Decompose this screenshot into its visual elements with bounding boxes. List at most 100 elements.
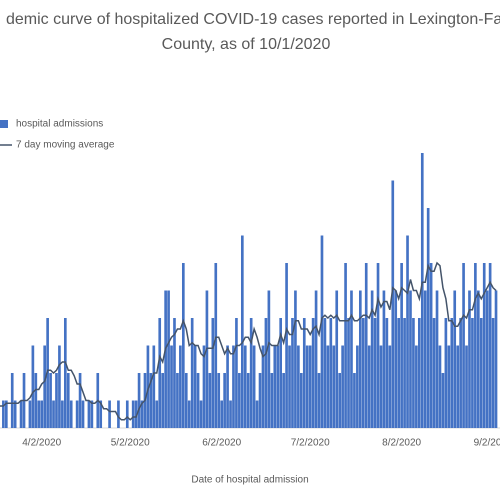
bar (158, 318, 162, 428)
bar (193, 345, 197, 428)
bar (385, 318, 389, 428)
bar (491, 318, 495, 428)
legend-swatch (0, 120, 8, 128)
bar (400, 263, 403, 428)
bar (273, 345, 277, 428)
bar (164, 290, 167, 428)
bar (302, 318, 306, 428)
bar (52, 400, 55, 428)
bar (373, 318, 377, 428)
bar (173, 318, 176, 428)
bar (341, 345, 344, 428)
bar (161, 373, 165, 428)
bar (78, 373, 82, 428)
bar (202, 345, 206, 428)
x-tick-label: 4/2/2020 (22, 438, 61, 449)
bar (199, 400, 203, 428)
bar (358, 290, 362, 428)
bar (155, 400, 159, 428)
bar (332, 345, 336, 428)
bar (37, 400, 41, 428)
bar (488, 263, 492, 428)
bar (28, 400, 32, 428)
x-tick-label: 6/2/2020 (202, 438, 241, 449)
bar (279, 318, 283, 428)
bar (311, 318, 315, 428)
x-axis-label: Date of hospital admission (191, 475, 308, 486)
bar (423, 290, 427, 428)
bar (406, 235, 409, 428)
bar (181, 263, 185, 428)
moving-average-line (0, 261, 497, 421)
bar (140, 400, 144, 428)
bar (190, 318, 194, 428)
bar (338, 373, 342, 428)
bar (364, 263, 368, 428)
bar (184, 373, 188, 428)
bar (412, 318, 415, 428)
bar (347, 318, 350, 428)
bar (49, 373, 52, 428)
bar (388, 345, 392, 428)
bar (297, 345, 300, 428)
bar (270, 373, 274, 428)
bar (179, 345, 182, 428)
bar (361, 318, 365, 428)
bar (482, 263, 486, 428)
bar (267, 290, 271, 428)
bar (238, 373, 241, 428)
bar (370, 290, 374, 428)
bar (415, 345, 418, 428)
bar (63, 318, 67, 428)
bar (305, 345, 309, 428)
bar (131, 400, 135, 428)
bar (125, 400, 129, 428)
bar (255, 400, 259, 428)
bar (471, 318, 474, 428)
x-tick-label: 7/2/2020 (291, 438, 330, 449)
bar (282, 373, 285, 428)
bar (58, 345, 61, 428)
bar (444, 318, 448, 428)
bar (229, 400, 232, 428)
bar (176, 373, 179, 428)
legend-label: 7 day moving average (16, 140, 115, 151)
bar (403, 318, 406, 428)
bar (134, 400, 138, 428)
bar (397, 318, 401, 428)
bar (459, 318, 462, 428)
bar (196, 373, 200, 428)
bar (476, 290, 480, 428)
bar (99, 400, 103, 428)
bar (485, 290, 489, 428)
bar (479, 318, 483, 428)
x-tick-label: 8/2/2020 (382, 438, 421, 449)
legend-label: hospital admissions (16, 119, 103, 130)
bar (356, 345, 359, 428)
bar (379, 345, 383, 428)
bar (447, 345, 451, 428)
bar (137, 373, 141, 428)
bar (367, 345, 371, 428)
bar (220, 400, 224, 428)
bar (429, 263, 433, 428)
bar (246, 373, 250, 428)
bar (326, 345, 330, 428)
bar (2, 400, 5, 428)
bar (308, 345, 312, 428)
bar (87, 400, 91, 428)
bar (494, 290, 498, 428)
bar (69, 400, 73, 428)
bar (261, 345, 265, 428)
bar (13, 400, 17, 428)
bar (344, 263, 347, 428)
bar (426, 208, 430, 428)
bar (391, 180, 395, 428)
bar (288, 345, 291, 428)
bar (291, 318, 294, 428)
bar (232, 345, 235, 428)
bar (394, 290, 398, 428)
bar (117, 400, 120, 428)
